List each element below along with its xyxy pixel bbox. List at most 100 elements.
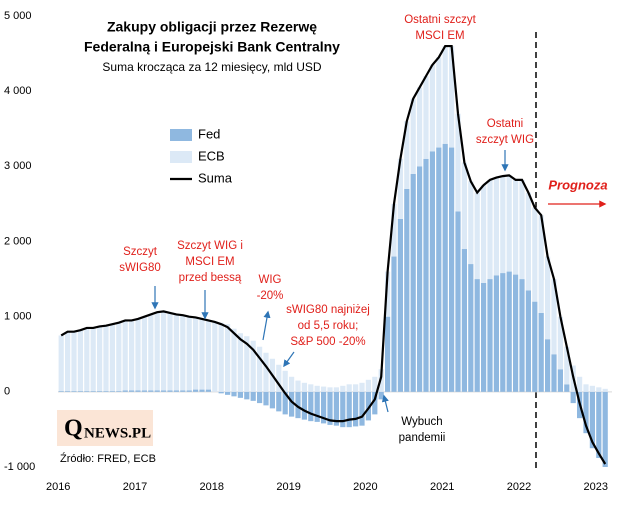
bar — [193, 317, 199, 390]
bar — [557, 369, 563, 392]
x-tick-label: 2021 — [430, 481, 454, 493]
bar — [122, 320, 128, 391]
bar — [391, 256, 397, 392]
bar — [449, 46, 455, 148]
bar — [161, 311, 167, 391]
bar — [193, 389, 199, 392]
bar — [545, 339, 551, 392]
bar — [442, 46, 448, 144]
bar — [205, 389, 211, 392]
chart-subtitle: Suma krocząca za 12 miesięcy, mld USD — [102, 60, 322, 74]
bar — [474, 192, 480, 280]
bar — [148, 314, 154, 391]
bar — [372, 376, 378, 392]
annotation: Wybuch — [401, 416, 442, 428]
bar — [257, 346, 263, 392]
bar — [359, 391, 365, 426]
bar — [225, 391, 231, 395]
annotation: Szczyt — [123, 246, 158, 258]
chart-title: Zakupy obligacji przez Rezerwę — [107, 19, 317, 35]
bar — [205, 320, 211, 390]
bar — [161, 390, 167, 392]
bar — [90, 391, 96, 392]
annotation: przed bessą — [179, 272, 242, 284]
bar — [410, 173, 416, 392]
bar — [301, 382, 307, 392]
bar — [109, 391, 115, 392]
bar — [442, 143, 448, 392]
bar — [525, 290, 531, 392]
x-tick-label: 2022 — [507, 481, 531, 493]
y-tick-label: 5 000 — [4, 10, 32, 22]
bar — [212, 321, 218, 392]
bar — [84, 327, 90, 392]
logo-rest: NEWS.PL — [84, 425, 151, 441]
bar — [225, 324, 231, 392]
bar — [423, 158, 429, 392]
bar — [353, 384, 359, 392]
bar — [314, 385, 320, 392]
bar — [218, 391, 224, 394]
bar — [532, 207, 538, 302]
bar — [90, 327, 96, 392]
bar — [129, 320, 135, 391]
bar — [583, 384, 589, 392]
bar — [116, 322, 122, 392]
annotation: MSCI EM — [185, 256, 234, 268]
annotation-arrow — [381, 394, 389, 413]
bar — [141, 316, 147, 391]
bar — [340, 385, 346, 392]
legend-swatch — [170, 129, 192, 141]
legend-label: Fed — [198, 126, 220, 141]
bar — [487, 279, 493, 392]
bar — [583, 391, 589, 434]
annotation: MSCI EM — [415, 30, 464, 42]
bar — [481, 282, 487, 392]
bar — [551, 279, 557, 355]
bar — [173, 314, 179, 391]
bar — [135, 318, 141, 391]
annotation: Ostatni — [487, 118, 523, 130]
bar — [71, 391, 77, 392]
bar — [577, 376, 583, 392]
bar — [429, 151, 435, 392]
y-tick-label: 0 — [4, 386, 10, 398]
bar — [109, 324, 115, 392]
bar — [116, 391, 122, 392]
bar — [346, 384, 352, 392]
bar — [365, 391, 371, 421]
bar — [506, 271, 512, 392]
x-tick-label: 2019 — [276, 481, 300, 493]
bar — [180, 315, 186, 391]
bar — [154, 390, 160, 392]
bar — [321, 386, 327, 392]
bar — [487, 179, 493, 280]
bar — [564, 384, 570, 392]
bar — [122, 390, 128, 392]
bar — [506, 175, 512, 272]
bar — [449, 147, 455, 392]
annotation: WIG — [259, 274, 282, 286]
annotation: sWIG80 najniżej — [286, 304, 370, 316]
bar — [378, 391, 384, 400]
bar — [589, 385, 595, 392]
bar — [397, 158, 403, 219]
bar — [257, 391, 263, 404]
y-tick-label: 1 000 — [4, 311, 32, 323]
bar — [276, 391, 282, 412]
bar — [289, 376, 295, 392]
bar — [97, 391, 103, 392]
bar — [167, 312, 173, 391]
bar — [455, 113, 461, 212]
bar — [314, 391, 320, 422]
bar — [71, 331, 77, 392]
bar — [596, 387, 602, 392]
y-tick-label: 3 000 — [4, 160, 32, 172]
bar — [340, 391, 346, 428]
bar — [385, 271, 391, 317]
bar — [77, 391, 83, 392]
annotation: S&P 500 -20% — [290, 336, 365, 348]
y-tick-label: -1 000 — [4, 461, 35, 473]
